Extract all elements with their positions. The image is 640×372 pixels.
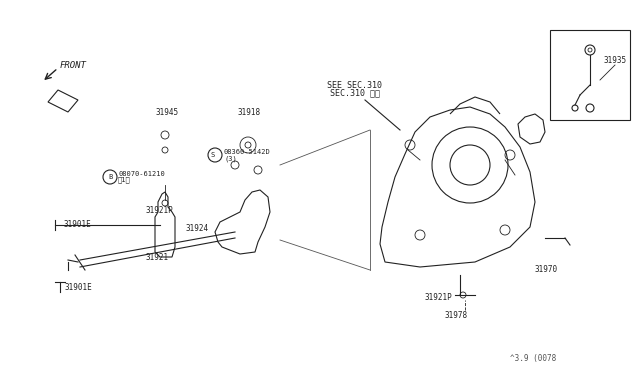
Text: 31918: 31918 [238,108,261,116]
Text: （1）: （1） [118,177,131,183]
Text: 31921: 31921 [145,253,168,263]
Text: FRONT: FRONT [60,61,87,70]
Text: 31970: 31970 [535,266,558,275]
Text: 31921P: 31921P [145,205,173,215]
Text: S: S [211,152,215,158]
Bar [550,30,630,120]
Text: SEE SEC.310: SEE SEC.310 [328,80,383,90]
Text: ^3.9 (0078: ^3.9 (0078 [510,353,556,362]
Text: 31901E: 31901E [64,282,92,292]
Text: SEC.310 参照: SEC.310 参照 [330,89,380,97]
Text: 31901E: 31901E [63,219,91,228]
Text: B: B [108,174,112,180]
Text: 31924: 31924 [185,224,208,232]
Text: 31921P: 31921P [425,292,452,301]
Text: 08070-61210: 08070-61210 [118,171,164,177]
Text: (3): (3) [224,156,237,162]
Text: 31978: 31978 [445,311,468,320]
Text: 31945: 31945 [155,108,178,116]
Text: 31935: 31935 [604,55,627,64]
Text: 08360-5142D: 08360-5142D [224,149,271,155]
